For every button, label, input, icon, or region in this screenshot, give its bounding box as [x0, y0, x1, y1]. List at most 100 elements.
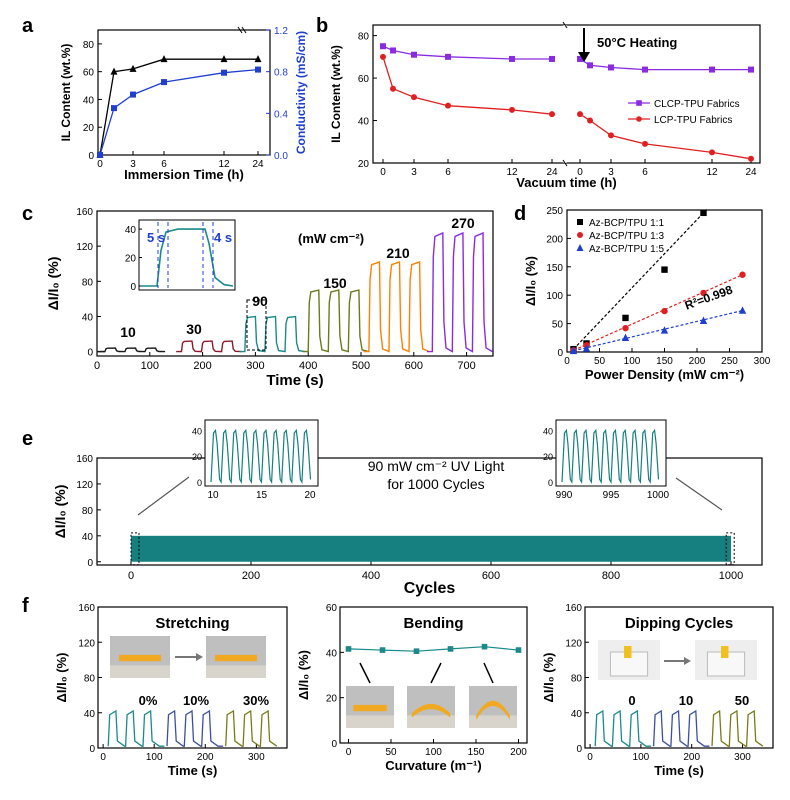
- inset-x-tick-label: 15: [256, 490, 268, 501]
- data-point: [445, 53, 451, 60]
- data-point: [738, 306, 747, 314]
- y-tick-label: 150: [546, 263, 563, 274]
- x-tick-label: 12: [506, 167, 518, 178]
- data-point: [221, 69, 227, 76]
- inset-y-tick-label: 0: [197, 478, 202, 488]
- data-point: [622, 314, 629, 322]
- power-label: 150: [323, 275, 347, 291]
- x-tick-label: 1000: [719, 570, 743, 582]
- y-tick-label: 80: [83, 40, 95, 51]
- x-axis-label: Time (s): [168, 763, 218, 778]
- y-tick-label: 160: [565, 603, 582, 614]
- data-point: [748, 155, 754, 162]
- axis-break: [562, 21, 568, 29]
- sample-strip: [721, 646, 729, 658]
- x-axis-label: Vacuum time (h): [516, 175, 616, 190]
- data-point: [220, 55, 228, 63]
- annotation: for 1000 Cycles: [387, 476, 484, 492]
- data-point: [739, 271, 746, 278]
- photo-arrow: [430, 662, 442, 684]
- series-line: [382, 56, 553, 115]
- sample-strip: [353, 704, 387, 712]
- x-tick-label: 0: [380, 167, 386, 178]
- y-right-axis-label: Conductivity (mS/cm): [294, 31, 308, 154]
- response-curve: [302, 289, 369, 353]
- data-point: [549, 55, 555, 62]
- response-curve: [176, 340, 242, 353]
- data-point: [709, 149, 715, 156]
- data-point: [700, 289, 707, 297]
- inset-label: 4 s: [214, 230, 232, 245]
- inset-curve: [210, 428, 312, 485]
- photo-ruler: [407, 715, 455, 728]
- x-axis-label: Cycles: [404, 580, 456, 597]
- response-curve: [166, 709, 224, 747]
- inset-y-tick-label: 40: [543, 426, 553, 436]
- x-tick-label: 6: [642, 167, 648, 178]
- data-point: [577, 111, 583, 118]
- annotation: 50°C Heating: [597, 35, 677, 50]
- zoom-box: [130, 532, 140, 566]
- inset-y-tick-label: 20: [543, 452, 553, 462]
- x-tick-label: 0: [346, 747, 352, 758]
- x-tick-label: 200: [197, 752, 214, 763]
- legend-marker: [636, 100, 642, 106]
- panel-label: b: [316, 15, 328, 37]
- x-tick-label: 0: [577, 167, 583, 178]
- x-tick-label: 3: [130, 159, 136, 170]
- inset-x-tick-label: 10: [207, 490, 219, 501]
- legend-label: Az-BCP/TPU 1:3: [589, 231, 664, 242]
- y-tick-label: 80: [82, 277, 94, 288]
- x-tick-label: 600: [482, 570, 500, 582]
- x-tick-label: 12: [218, 159, 230, 170]
- zoom-arrow: [675, 477, 723, 511]
- y-tick-label: 40: [82, 312, 94, 323]
- y-tick-label: 20: [83, 123, 95, 134]
- y-tick-label: 50: [552, 320, 564, 331]
- y-right-tick-label: 0.4: [274, 109, 288, 120]
- photo-ruler: [110, 665, 170, 678]
- x-tick-label: 300: [734, 752, 751, 763]
- data-point: [445, 102, 451, 109]
- data-point: [390, 85, 396, 92]
- unit-annotation: (mW cm⁻²): [298, 231, 364, 246]
- annotation: 90 mW cm⁻² UV Light: [368, 458, 505, 474]
- x-tick-label: 6: [445, 167, 451, 178]
- data-point: [390, 47, 396, 54]
- data-point: [642, 140, 648, 147]
- x-tick-label: 500: [352, 360, 370, 372]
- x-tick-label: 100: [425, 747, 442, 758]
- x-tick-label: 3: [608, 167, 614, 178]
- x-tick-label: 300: [248, 752, 265, 763]
- subplot-title: Stretching: [155, 615, 229, 632]
- response-curve: [225, 709, 278, 747]
- x-tick-label: 50: [594, 356, 606, 367]
- panel-a-frame: [97, 29, 271, 156]
- cycle-label: 50: [735, 693, 749, 708]
- x-tick-label: 24: [745, 167, 757, 178]
- data-point: [608, 132, 614, 139]
- axis-break: [241, 26, 247, 34]
- y-right-tick-label: 1.2: [274, 26, 288, 37]
- series-line: [579, 58, 751, 71]
- x-tick-label: 400: [299, 360, 317, 372]
- data-point: [161, 79, 167, 86]
- data-point: [709, 66, 715, 73]
- data-point: [577, 55, 583, 62]
- photo-arrowhead: [684, 657, 691, 665]
- y-tick-label: 0: [89, 744, 95, 755]
- fit-line: [573, 209, 708, 350]
- strain-label: 0%: [139, 693, 158, 708]
- y-tick-label: 40: [358, 117, 370, 128]
- data-point: [411, 94, 417, 101]
- inset-y-tick-label: 0: [130, 282, 136, 293]
- data-point: [699, 316, 708, 324]
- y-tick-label: 120: [76, 480, 93, 491]
- y-tick-label: 0: [576, 744, 582, 755]
- data-point: [642, 66, 648, 73]
- y-axis-label: ΔI/I₀ (%): [296, 650, 311, 700]
- legend-marker: [636, 116, 642, 122]
- sample-strip: [119, 654, 161, 662]
- x-tick-label: 800: [602, 570, 620, 582]
- x-tick-label: 100: [633, 752, 650, 763]
